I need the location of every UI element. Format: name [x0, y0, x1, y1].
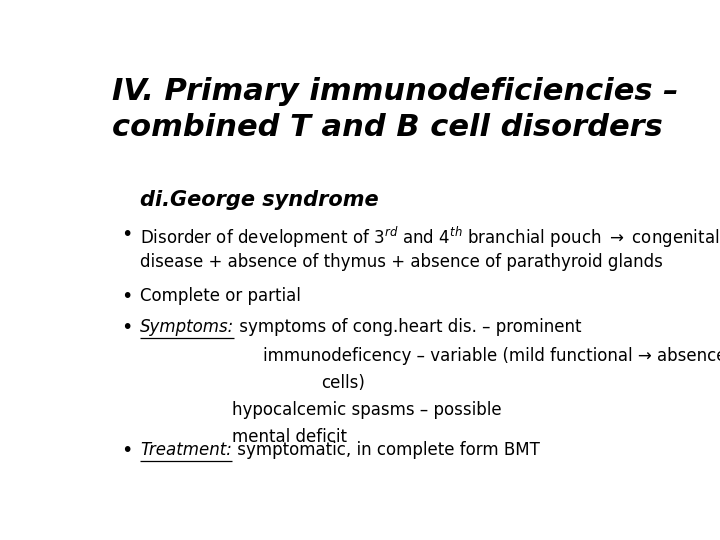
Text: •: •	[121, 287, 132, 306]
Text: hypocalcemic spasms – possible: hypocalcemic spasms – possible	[233, 401, 502, 418]
Text: mental deficit: mental deficit	[233, 428, 347, 446]
Text: •: •	[121, 441, 132, 460]
Text: symptomatic, in complete form BMT: symptomatic, in complete form BMT	[232, 441, 540, 459]
Text: symptoms of cong.heart dis. – prominent: symptoms of cong.heart dis. – prominent	[235, 319, 582, 336]
Text: cells): cells)	[322, 374, 366, 391]
Text: Symptoms:: Symptoms:	[140, 319, 235, 336]
Text: Disorder of development of 3$^{rd}$ and 4$^{th}$ branchial pouch $\rightarrow$ c: Disorder of development of 3$^{rd}$ and …	[140, 225, 720, 250]
Text: immunodeficency – variable (mild functional → absence of T: immunodeficency – variable (mild functio…	[263, 347, 720, 364]
Text: disease + absence of thymus + absence of parathyroid glands: disease + absence of thymus + absence of…	[140, 253, 663, 271]
Text: •: •	[121, 319, 132, 338]
Text: Treatment:: Treatment:	[140, 441, 232, 459]
Text: Complete or partial: Complete or partial	[140, 287, 301, 305]
Text: IV. Primary immunodeficiencies –
combined T and B cell disorders: IV. Primary immunodeficiencies – combine…	[112, 77, 679, 142]
Text: di.George syndrome: di.George syndrome	[140, 190, 379, 210]
Text: •: •	[121, 225, 132, 244]
